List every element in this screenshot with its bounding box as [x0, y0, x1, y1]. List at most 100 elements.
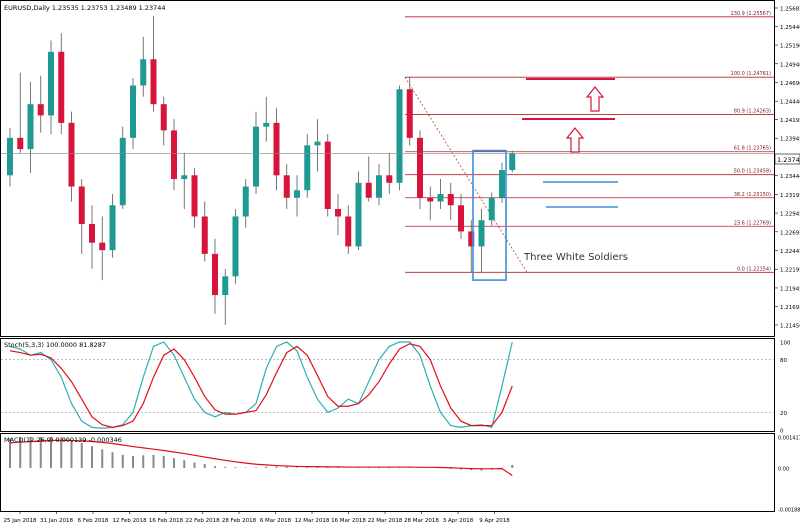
stoch-k-line[interactable]	[9, 341, 513, 429]
time-tick-label: 16 Feb 2018	[149, 518, 184, 524]
candle-bear[interactable]	[458, 205, 464, 232]
fib-level-label: 61.8 (1.23765)	[734, 146, 771, 152]
candle-bear[interactable]	[17, 137, 24, 150]
price-tick-label: 1.22445	[780, 249, 800, 255]
candle-bear[interactable]	[324, 141, 331, 209]
candle-bear[interactable]	[68, 122, 75, 187]
candle-bull[interactable]	[437, 194, 444, 202]
candle-bull[interactable]	[253, 126, 259, 187]
price-tick-label: 1.23444	[780, 174, 800, 180]
annotations[interactable]	[472, 78, 618, 281]
candle-bear[interactable]	[89, 223, 95, 243]
candle-bear[interactable]	[365, 182, 372, 198]
candle-bear[interactable]	[406, 89, 413, 138]
candle-bear[interactable]	[212, 253, 218, 296]
candle-bull[interactable]	[48, 51, 54, 116]
time-tick-label: 28 Feb 2018	[222, 518, 257, 524]
candle-bear[interactable]	[150, 59, 157, 105]
price-tick-label: 1.22195	[780, 268, 800, 274]
candle-bull[interactable]	[130, 85, 136, 138]
up-arrow-icon[interactable]	[565, 127, 585, 153]
candle-bear[interactable]	[58, 51, 65, 123]
candle-bull[interactable]	[488, 197, 495, 221]
price-tick-label: 1.23945	[780, 137, 800, 143]
axes: 1.25685 1.25440 1.25190 1.24940 1.24690 1.244…	[1, 7, 800, 524]
pattern-highlight-box[interactable]	[472, 149, 507, 281]
stochastic-oscillator[interactable]	[1, 341, 774, 429]
candle-bear[interactable]	[273, 122, 280, 176]
fibonacci-retracement[interactable]: 130.9 (1.25567) 100.0 (1.24761) 80.9 (1.24…	[404, 11, 774, 273]
candle-bull[interactable]	[181, 175, 188, 180]
candle-bear[interactable]	[345, 216, 352, 247]
candle-bull[interactable]	[27, 104, 34, 150]
time-tick-label: 28 Mar 2018	[404, 518, 439, 524]
time-tick-label: 16 Mar 2018	[331, 518, 366, 524]
time-tick-label: 6 Mar 2018	[260, 518, 292, 524]
candle-bear[interactable]	[417, 137, 423, 198]
candle-bear[interactable]	[468, 231, 475, 247]
stoch-tick-label: 0	[780, 429, 784, 435]
pattern-label: Three White Soldiers	[523, 252, 628, 263]
time-tick-label: 3 Apr 2018	[443, 518, 474, 524]
time-tick-label: 6 Feb 2018	[78, 518, 109, 524]
fib-level-label: 100.0 (1.24761)	[731, 71, 772, 77]
fib-level-label: 50.0 (1.23458)	[734, 169, 771, 175]
candle-bear[interactable]	[427, 197, 434, 202]
candle-bear[interactable]	[201, 216, 208, 254]
main-panel[interactable]	[0, 0, 775, 337]
time-tick-label: 31 Jan 2018	[40, 518, 73, 524]
candle-bear[interactable]	[386, 175, 393, 183]
macd-indicator[interactable]	[9, 436, 514, 476]
price-tick-label: 1.24690	[780, 81, 800, 87]
macd-signal-line[interactable]	[9, 439, 513, 476]
candle-bear[interactable]	[160, 104, 167, 131]
candle-bull[interactable]	[304, 145, 311, 191]
price-tick-label: 1.24440	[780, 100, 800, 106]
fib-level-label: 0.0 (1.22154)	[737, 266, 771, 272]
candle-bull[interactable]	[140, 59, 147, 86]
macd-tick-label: 0.00	[778, 466, 789, 472]
candle-bear[interactable]	[191, 175, 198, 217]
candle-bull[interactable]	[7, 137, 13, 176]
candle-bull[interactable]	[396, 89, 403, 183]
candle-bear[interactable]	[78, 186, 85, 224]
candles[interactable]	[7, 15, 516, 325]
candle-bear[interactable]	[99, 242, 106, 251]
up-arrow-icon[interactable]	[585, 86, 605, 112]
candle-bull[interactable]	[478, 220, 485, 247]
candle-bull[interactable]	[314, 141, 321, 146]
candle-bull[interactable]	[119, 137, 126, 206]
macd-header: MACD(12,26,9) 0.000139 -0.000346	[4, 436, 122, 444]
candle-bear[interactable]	[283, 175, 290, 198]
macd-panel[interactable]	[0, 433, 775, 512]
time-tick-label: 12 Mar 2018	[295, 518, 330, 524]
candle-bull[interactable]	[232, 216, 239, 277]
candle-bear[interactable]	[447, 194, 454, 206]
candle-bull[interactable]	[294, 190, 300, 198]
candle-bull[interactable]	[222, 276, 229, 296]
price-tick-label: 1.22695	[780, 230, 800, 236]
fib-level-label: 130.9 (1.25567)	[731, 11, 772, 17]
fib-level-label: 23.6 (1.22769)	[734, 220, 771, 226]
price-tick-label: 1.22945	[780, 212, 800, 218]
stoch-panel[interactable]	[0, 338, 775, 432]
macd-tick-label: -0.001881	[778, 508, 800, 514]
candle-bull[interactable]	[376, 175, 382, 198]
candle-bull[interactable]	[109, 205, 116, 251]
candle-bear[interactable]	[171, 130, 177, 180]
price-tick-label: 1.25685	[780, 7, 800, 13]
candle-bull[interactable]	[242, 186, 249, 217]
time-tick-label: 12 Feb 2018	[112, 518, 147, 524]
price-tick-label: 1.21695	[780, 305, 800, 311]
price-tick-label: 1.25440	[780, 25, 800, 31]
price-tick-label: 1.21450	[780, 324, 800, 330]
candle-bull[interactable]	[499, 170, 505, 198]
stoch-d-line[interactable]	[9, 343, 513, 428]
candle-bear[interactable]	[335, 208, 341, 217]
candle-bull[interactable]	[355, 182, 362, 247]
candle-bull[interactable]	[263, 122, 270, 127]
candle-bull[interactable]	[509, 153, 516, 171]
candle-bear[interactable]	[37, 104, 44, 116]
